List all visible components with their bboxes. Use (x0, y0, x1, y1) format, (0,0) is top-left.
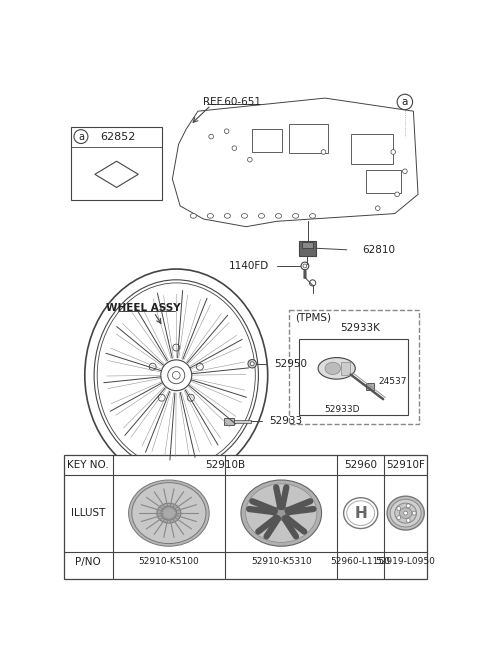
Bar (289, 124, 328, 153)
Circle shape (321, 150, 326, 154)
Ellipse shape (344, 498, 378, 528)
Bar (299, 240, 316, 256)
Circle shape (395, 192, 399, 196)
Ellipse shape (132, 483, 206, 543)
Circle shape (74, 129, 88, 143)
Circle shape (173, 344, 180, 351)
Ellipse shape (190, 214, 196, 218)
Circle shape (407, 518, 410, 522)
Circle shape (404, 511, 408, 515)
Text: 52910-K5100: 52910-K5100 (139, 557, 199, 566)
Text: 24537: 24537 (379, 377, 407, 386)
Ellipse shape (241, 214, 248, 218)
Text: a: a (78, 131, 84, 142)
Bar (366, 383, 374, 390)
Circle shape (161, 360, 192, 391)
Circle shape (375, 206, 380, 210)
Bar (224, 419, 234, 424)
Text: H: H (354, 507, 367, 522)
Ellipse shape (157, 503, 181, 523)
Bar (366, 170, 401, 193)
Circle shape (250, 362, 254, 366)
Text: 52919-L0950: 52919-L0950 (376, 557, 435, 566)
Circle shape (209, 134, 214, 139)
Bar (302, 242, 312, 248)
Circle shape (397, 507, 401, 510)
Text: 62852: 62852 (100, 131, 136, 142)
Ellipse shape (318, 357, 355, 379)
Circle shape (224, 129, 229, 133)
Ellipse shape (85, 269, 268, 482)
Bar (71, 127, 162, 200)
Circle shape (391, 150, 396, 154)
Polygon shape (172, 98, 418, 227)
Text: 52910B: 52910B (205, 460, 245, 470)
Ellipse shape (387, 496, 424, 530)
Ellipse shape (390, 499, 421, 527)
Bar (350, 134, 393, 164)
Ellipse shape (273, 506, 290, 520)
Text: WHEEL ASSY: WHEEL ASSY (107, 304, 181, 313)
Ellipse shape (395, 503, 417, 523)
Bar (234, 420, 251, 423)
Bar (252, 129, 282, 152)
Circle shape (310, 280, 316, 286)
Circle shape (232, 146, 237, 150)
Text: 52933K: 52933K (340, 323, 380, 333)
Circle shape (412, 511, 416, 515)
Ellipse shape (97, 283, 255, 468)
Ellipse shape (246, 484, 317, 543)
Text: 52960: 52960 (344, 460, 377, 470)
Circle shape (301, 262, 309, 270)
Circle shape (403, 169, 407, 173)
Text: 1140FD: 1140FD (229, 261, 269, 271)
Text: 52950: 52950 (274, 359, 307, 369)
Ellipse shape (258, 214, 264, 218)
Text: 62810: 62810 (362, 245, 395, 255)
Text: (TPMS): (TPMS) (295, 313, 331, 323)
Circle shape (196, 363, 204, 370)
Circle shape (149, 363, 156, 370)
Text: REF.60-651: REF.60-651 (203, 97, 261, 107)
Ellipse shape (94, 280, 258, 471)
Ellipse shape (224, 214, 230, 218)
Text: KEY NO.: KEY NO. (67, 460, 109, 470)
Circle shape (407, 504, 410, 508)
Text: 52960-L1150: 52960-L1150 (331, 557, 391, 566)
Polygon shape (95, 161, 138, 187)
Circle shape (248, 359, 256, 368)
Text: 52910F: 52910F (386, 460, 425, 470)
Circle shape (248, 158, 252, 162)
Ellipse shape (241, 480, 322, 546)
Circle shape (172, 371, 180, 379)
Bar (300, 339, 408, 415)
Ellipse shape (207, 214, 214, 218)
Circle shape (158, 394, 165, 401)
Circle shape (187, 394, 194, 401)
Ellipse shape (276, 214, 282, 218)
Ellipse shape (399, 508, 412, 518)
Circle shape (168, 367, 185, 384)
Ellipse shape (129, 480, 209, 546)
Circle shape (397, 516, 401, 520)
Ellipse shape (310, 214, 316, 218)
Text: P/NO: P/NO (75, 556, 101, 566)
Ellipse shape (347, 501, 375, 526)
Circle shape (303, 264, 307, 268)
Text: ILLUST: ILLUST (71, 508, 106, 518)
Bar (288, 310, 419, 424)
Ellipse shape (292, 214, 299, 218)
Ellipse shape (325, 362, 340, 374)
Bar (64, 455, 427, 579)
Circle shape (397, 94, 413, 110)
Text: 52933: 52933 (269, 417, 302, 426)
Ellipse shape (161, 506, 177, 520)
Text: a: a (402, 97, 408, 107)
Text: 52910-K5310: 52910-K5310 (251, 557, 312, 566)
Bar (340, 362, 350, 374)
Text: 52933D: 52933D (324, 405, 360, 414)
